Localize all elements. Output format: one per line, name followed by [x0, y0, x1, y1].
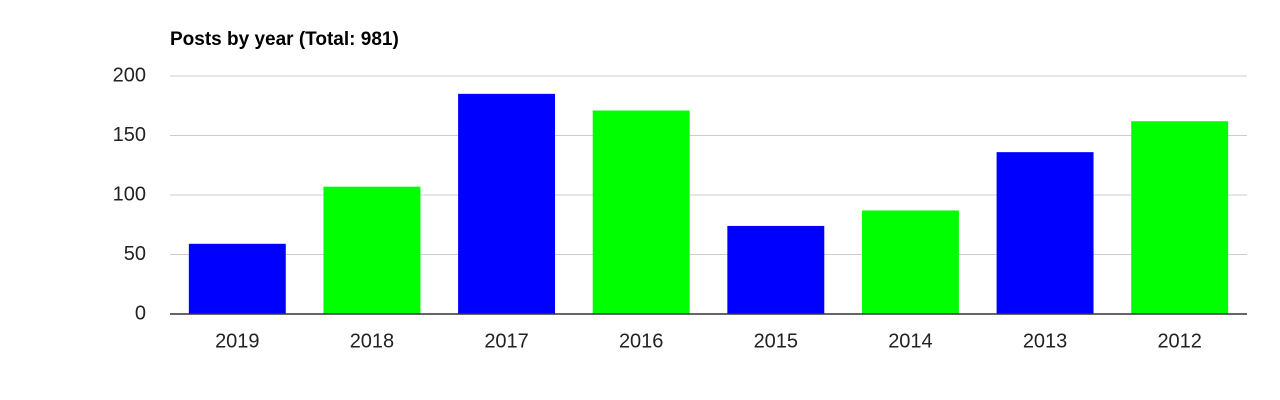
bar	[1131, 121, 1229, 314]
bar	[727, 225, 825, 314]
x-tick-label: 2016	[619, 330, 664, 352]
y-tick-label: 200	[113, 64, 146, 86]
bar	[592, 110, 690, 314]
y-tick-label: 0	[135, 302, 146, 324]
bar	[996, 152, 1094, 314]
y-tick-label: 150	[113, 124, 146, 146]
bar	[323, 186, 421, 314]
bar	[861, 210, 959, 314]
x-tick-label: 2014	[888, 330, 933, 352]
y-tick-label: 100	[113, 183, 146, 205]
x-tick-label: 2012	[1157, 330, 1202, 352]
x-tick-label: 2017	[484, 330, 529, 352]
bar	[458, 93, 556, 314]
chart-title: Posts by year (Total: 981)	[170, 29, 399, 50]
x-tick-label: 2015	[754, 330, 799, 352]
x-tick-label: 2013	[1023, 330, 1068, 352]
y-tick-label: 50	[124, 243, 146, 265]
x-tick-label: 2019	[215, 330, 260, 352]
bar	[188, 243, 286, 314]
x-tick-label: 2018	[350, 330, 395, 352]
